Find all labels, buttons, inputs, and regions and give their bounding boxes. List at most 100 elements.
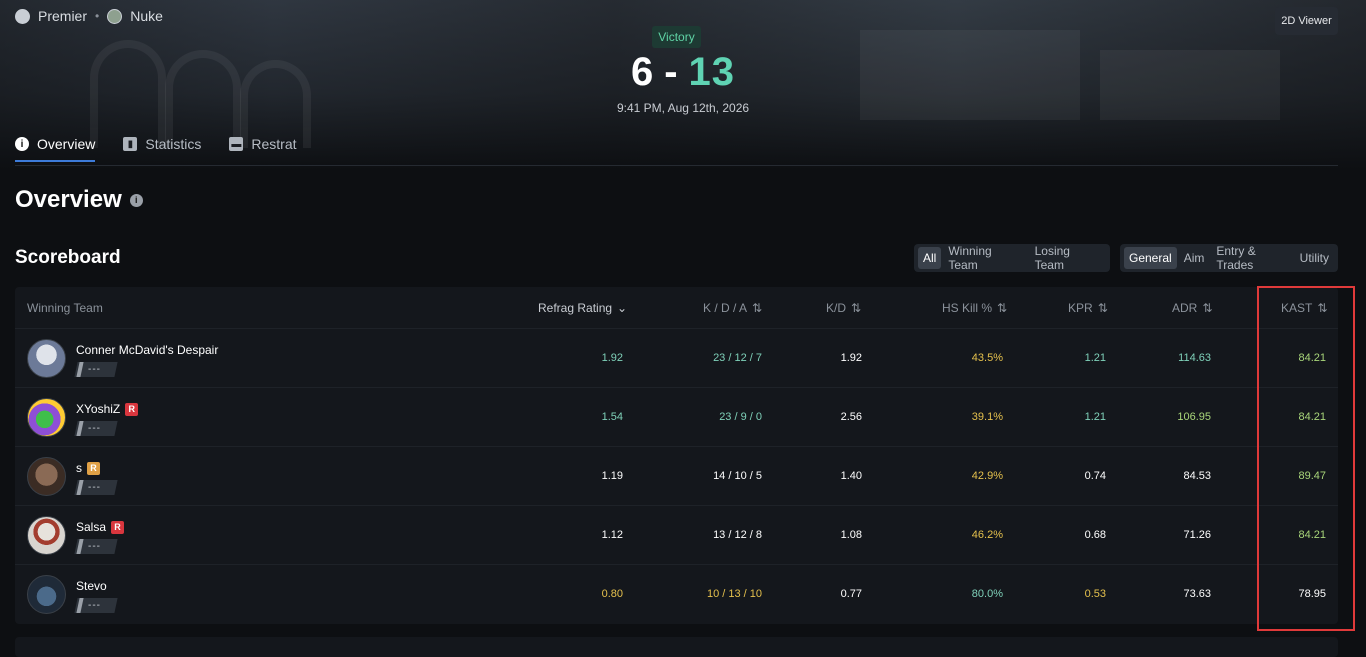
player-name[interactable]: Stevo — [76, 579, 107, 593]
tab-statistics[interactable]: ▮ Statistics — [123, 128, 201, 160]
cell-hs: 43.5% — [971, 352, 1003, 364]
sort-icon: ⇅ — [997, 301, 1008, 315]
avatar[interactable] — [27, 575, 66, 614]
score-separator: - — [664, 50, 679, 94]
avatar[interactable] — [27, 516, 66, 555]
rank-text: --- — [88, 600, 101, 611]
table-header: Winning Team Refrag Rating ⌄ K / D / A ⇅ K… — [15, 287, 1338, 329]
rank-badge: --- — [74, 362, 118, 377]
cell-kd: 2.56 — [840, 411, 862, 423]
match-result-badge: Victory — [652, 26, 701, 48]
avatar[interactable] — [27, 398, 66, 437]
scoreboard-table: Winning Team Refrag Rating ⌄ K / D / A ⇅ K… — [15, 287, 1338, 624]
col-kast-label: KAST — [1281, 301, 1313, 315]
cell-kd: 1.08 — [840, 529, 862, 541]
cell-rating: 1.92 — [601, 352, 623, 364]
rank-text: --- — [88, 423, 101, 434]
cell-hs: 46.2% — [971, 529, 1003, 541]
tab-divider — [15, 165, 1338, 166]
breadcrumb-separator: • — [95, 9, 100, 23]
banner-decoration — [860, 30, 1080, 120]
player-name-text: Conner McDavid's Despair — [76, 343, 219, 357]
cell-kpr: 0.74 — [1084, 470, 1106, 482]
map-nuke-icon — [107, 8, 123, 24]
stat-filter-utility[interactable]: Utility — [1299, 251, 1329, 265]
cell-kda: 23 / 9 / 0 — [719, 411, 762, 423]
sort-icon: ⇅ — [752, 301, 763, 315]
col-kd-label: K/D — [826, 301, 847, 315]
stat-filter-general[interactable]: General — [1124, 247, 1177, 269]
next-panel — [15, 637, 1338, 657]
cell-kda: 13 / 12 / 8 — [713, 529, 762, 541]
cell-kda: 23 / 12 / 7 — [713, 352, 762, 364]
tab-overview[interactable]: i Overview — [15, 128, 96, 162]
cell-kda: 14 / 10 / 5 — [713, 470, 762, 482]
col-kast[interactable]: KAST ⇅ — [1281, 301, 1327, 315]
col-kpr[interactable]: KPR ⇅ — [1068, 301, 1108, 315]
col-kda[interactable]: K / D / A ⇅ — [703, 301, 762, 315]
rank-badge: --- — [74, 480, 118, 495]
2d-viewer-button[interactable]: 2D Viewer — [1275, 7, 1338, 35]
breadcrumb-mode[interactable]: Premier — [38, 8, 88, 24]
player-name[interactable]: XYoshiZ R — [76, 402, 139, 416]
rank-badge: --- — [74, 421, 118, 436]
table-row[interactable]: Stevo --- 0.80 10 / 13 / 10 0.77 80.0% 0… — [15, 564, 1338, 624]
player-name-text: s — [76, 461, 82, 475]
cell-adr: 114.63 — [1178, 352, 1211, 364]
stat-filter-entry-trades[interactable]: Entry & Trades — [1216, 244, 1256, 272]
premier-icon — [15, 8, 30, 24]
info-icon: i — [15, 137, 29, 151]
table-row[interactable]: Conner McDavid's Despair --- 1.92 23 / 1… — [15, 328, 1338, 388]
stat-filter: General Aim Entry & Trades Utility — [1120, 244, 1338, 272]
team-filter-all[interactable]: All — [918, 247, 942, 269]
cell-kpr: 0.68 — [1084, 529, 1106, 541]
player-name-text: Salsa — [76, 520, 107, 534]
cell-adr: 106.95 — [1177, 411, 1211, 423]
team-filter-winning[interactable]: Winning Team — [948, 244, 992, 272]
col-kd[interactable]: K/D ⇅ — [826, 301, 861, 315]
bar-chart-icon: ▮ — [123, 137, 138, 151]
player-name[interactable]: Conner McDavid's Despair — [76, 343, 218, 357]
col-hs[interactable]: HS Kill % ⇅ — [942, 301, 1007, 315]
stat-filter-aim[interactable]: Aim — [1183, 251, 1205, 265]
col-adr-label: ADR — [1172, 301, 1198, 315]
cell-kast: 89.47 — [1298, 470, 1326, 482]
col-team-label: Winning Team — [27, 301, 103, 315]
cell-hs: 39.1% — [971, 411, 1003, 423]
table-row[interactable]: Salsa R --- 1.12 13 / 12 / 8 1.08 46.2% 0… — [15, 505, 1338, 565]
banner-decoration — [90, 40, 166, 148]
cell-rating: 1.19 — [601, 470, 623, 482]
rank-stripe — [76, 362, 84, 377]
score-right: 13 — [688, 50, 736, 94]
player-name[interactable]: Salsa R — [76, 520, 125, 534]
banner-decoration — [240, 60, 311, 148]
score-left: 6 — [630, 50, 655, 94]
cell-rating: 1.12 — [601, 529, 623, 541]
scoreboard-title: Scoreboard — [15, 247, 121, 268]
cell-kpr: 1.21 — [1084, 352, 1106, 364]
col-adr[interactable]: ADR ⇅ — [1172, 301, 1212, 315]
cell-kast: 78.95 — [1298, 588, 1326, 600]
avatar[interactable] — [27, 457, 66, 496]
cell-kd: 0.77 — [840, 588, 862, 600]
col-hs-label: HS Kill % — [942, 301, 993, 315]
avatar[interactable] — [27, 339, 66, 378]
table-row[interactable]: XYoshiZ R --- 1.54 23 / 9 / 0 2.56 39.1% … — [15, 387, 1338, 447]
col-rating[interactable]: Refrag Rating ⌄ — [538, 301, 627, 315]
info-icon[interactable]: i — [129, 193, 143, 207]
cell-kd: 1.40 — [840, 470, 862, 482]
team-filter-losing[interactable]: Losing Team — [1034, 244, 1070, 272]
page-title: Overview i — [15, 186, 143, 214]
tab-restrat[interactable]: ▬ Restrat — [229, 128, 297, 160]
cell-kast: 84.21 — [1298, 529, 1326, 541]
cell-adr: 84.53 — [1183, 470, 1211, 482]
player-name-text: Stevo — [76, 579, 107, 593]
rank-badge: --- — [74, 539, 118, 554]
cell-hs: 80.0% — [971, 588, 1003, 600]
breadcrumb-map[interactable]: Nuke — [130, 8, 163, 24]
rank-badge: --- — [74, 598, 118, 613]
kast-column-highlight — [1257, 286, 1355, 631]
cell-adr: 71.26 — [1183, 529, 1211, 541]
